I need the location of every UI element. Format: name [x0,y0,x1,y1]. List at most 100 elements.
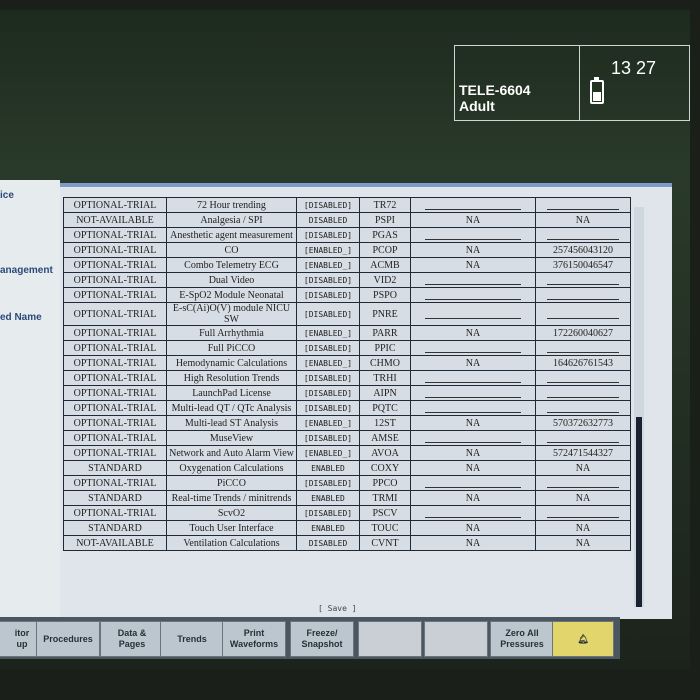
entry-line[interactable] [547,389,619,398]
enabled-cell[interactable]: DISABLED [296,212,360,228]
entry-line[interactable] [425,479,521,488]
table-row[interactable]: OPTIONAL-TRIAL High Resolution Trends [DIS… [63,370,631,386]
entry-line[interactable] [547,509,619,518]
enabled-cell[interactable]: [DISABLED] [296,430,360,446]
table-row[interactable]: STANDARD Touch User Interface ENABLED TOUC N… [63,520,631,536]
feature-cell: Analgesia / SPI [166,212,297,228]
table-row[interactable]: OPTIONAL-TRIAL 72 Hour trending [DISABLED]… [63,197,631,213]
table-row[interactable]: OPTIONAL-TRIAL CO [ENABLED_] PCOP NA 25745604… [63,242,631,258]
table-row[interactable]: OPTIONAL-TRIAL Full Arrhythmia [ENABLED_] P… [63,325,631,341]
toolbar-button[interactable]: Trends [160,621,224,657]
table-row[interactable]: OPTIONAL-TRIAL Dual Video [DISABLED] VID2 [63,272,631,288]
enabled-cell[interactable]: [DISABLED] [296,505,360,521]
value-cell [410,505,536,521]
table-row[interactable]: STANDARD Oxygenation Calculations ENABLED C… [63,460,631,476]
entry-line[interactable] [547,291,619,300]
table-row[interactable]: NOT-AVAILABLE Analgesia / SPI DISABLED PSPI… [63,212,631,228]
enabled-cell[interactable]: [DISABLED] [296,385,360,401]
status-cell: OPTIONAL-TRIAL [63,227,167,243]
table-row[interactable]: OPTIONAL-TRIAL E-SpO2 Module Neonatal [DIS… [63,287,631,303]
enabled-cell[interactable]: [DISABLED] [296,227,360,243]
entry-line[interactable] [547,231,619,240]
entry-line[interactable] [547,404,619,413]
entry-line[interactable] [425,404,521,413]
license-table: OPTIONAL-TRIAL 72 Hour trending [DISABLED]… [63,197,631,551]
sidebar-item[interactable]: ice [0,190,14,201]
enabled-cell[interactable]: [DISABLED] [296,370,360,386]
toolbar-button[interactable]: Zero All Pressures [490,621,554,657]
enabled-cell[interactable]: DISABLED [296,535,360,551]
enabled-cell[interactable]: [DISABLED] [296,272,360,288]
entry-line[interactable] [425,434,521,443]
enabled-cell[interactable]: [ENABLED_] [296,415,360,431]
entry-line[interactable] [425,374,521,383]
license-key-cell: NA [535,460,631,476]
table-row[interactable]: OPTIONAL-TRIAL Anesthetic agent measureme… [63,227,631,243]
toolbar-button[interactable]: Print Waveforms [222,621,286,657]
entry-line[interactable] [547,310,619,319]
status-cell: OPTIONAL-TRIAL [63,430,167,446]
table-row[interactable]: OPTIONAL-TRIAL ScvO2 [DISABLED] PSCV [63,505,631,521]
enabled-cell[interactable]: [DISABLED] [296,197,360,213]
entry-line[interactable] [547,201,619,210]
entry-line[interactable] [425,291,521,300]
enabled-cell[interactable]: [ENABLED_] [296,445,360,461]
entry-line[interactable] [425,389,521,398]
enabled-cell[interactable]: [ENABLED_] [296,242,360,258]
enabled-cell[interactable]: [DISABLED] [296,340,360,356]
scrollbar[interactable] [634,207,644,607]
entry-line[interactable] [425,344,521,353]
enabled-cell[interactable]: [ENABLED_] [296,325,360,341]
table-row[interactable]: OPTIONAL-TRIAL Multi-lead QT / QTc Analys… [63,400,631,416]
enabled-cell[interactable]: [DISABLED] [296,287,360,303]
table-row[interactable]: OPTIONAL-TRIAL Multi-lead ST Analysis [ENA… [63,415,631,431]
table-row[interactable]: OPTIONAL-TRIAL PiCCO [DISABLED] PPCO [63,475,631,491]
code-cell: CHMO [359,355,411,371]
table-row[interactable]: OPTIONAL-TRIAL Hemodynamic Calculations [E… [63,355,631,371]
entry-line[interactable] [547,374,619,383]
entry-line[interactable] [425,310,521,319]
table-row[interactable]: STANDARD Real-time Trends / minitrends ENA… [63,490,631,506]
entry-line[interactable] [547,434,619,443]
table-row[interactable]: OPTIONAL-TRIAL E-sC(Ai)O(V) module NICU S… [63,302,631,326]
enabled-cell[interactable]: ENABLED [296,490,360,506]
patient-header[interactable]: TELE-6604 Adult 13 27 [454,45,690,121]
toolbar-button[interactable]: Procedures [36,621,100,657]
sidebar-item[interactable]: ed Name [0,312,42,323]
enabled-cell[interactable]: ENABLED [296,460,360,476]
entry-line[interactable] [425,509,521,518]
enabled-cell[interactable]: ENABLED [296,520,360,536]
license-key-cell [535,340,631,356]
enabled-cell[interactable]: [ENABLED_] [296,257,360,273]
entry-line[interactable] [547,276,619,285]
enabled-cell[interactable]: [ENABLED_] [296,355,360,371]
save-button[interactable]: [ Save ] [318,604,357,613]
value-cell: NA [410,445,536,461]
entry-line[interactable] [425,201,521,210]
table-row[interactable]: OPTIONAL-TRIAL Full PiCCO [DISABLED] PPIC [63,340,631,356]
table-row[interactable]: OPTIONAL-TRIAL Combo Telemetry ECG [ENABLE… [63,257,631,273]
scrollbar-thumb[interactable] [636,417,642,607]
toolbar-button[interactable]: Data & Pages [100,621,164,657]
entry-line[interactable] [425,231,521,240]
status-cell: NOT-AVAILABLE [63,212,167,228]
table-row[interactable]: OPTIONAL-TRIAL LaunchPad License [DISABLED… [63,385,631,401]
code-cell: PPIC [359,340,411,356]
license-key-cell [535,400,631,416]
entry-line[interactable] [547,344,619,353]
table-row[interactable]: NOT-AVAILABLE Ventilation Calculations DIS… [63,535,631,551]
toolbar-button[interactable]: Freeze/ Snapshot [290,621,354,657]
table-row[interactable]: OPTIONAL-TRIAL Network and Auto Alarm Vie… [63,445,631,461]
entry-line[interactable] [425,276,521,285]
entry-line[interactable] [547,479,619,488]
bell-icon[interactable]: 🔔︎ [552,621,614,657]
sidebar-item[interactable]: anagement [0,265,53,276]
toolbar-button[interactable] [424,621,488,657]
enabled-cell[interactable]: [DISABLED] [296,475,360,491]
toolbar-button[interactable] [358,621,422,657]
enabled-cell[interactable]: [DISABLED] [296,400,360,416]
value-cell [410,287,536,303]
enabled-cell[interactable]: [DISABLED] [296,302,360,326]
table-row[interactable]: OPTIONAL-TRIAL MuseView [DISABLED] AMSE [63,430,631,446]
license-key-cell: 172260040627 [535,325,631,341]
